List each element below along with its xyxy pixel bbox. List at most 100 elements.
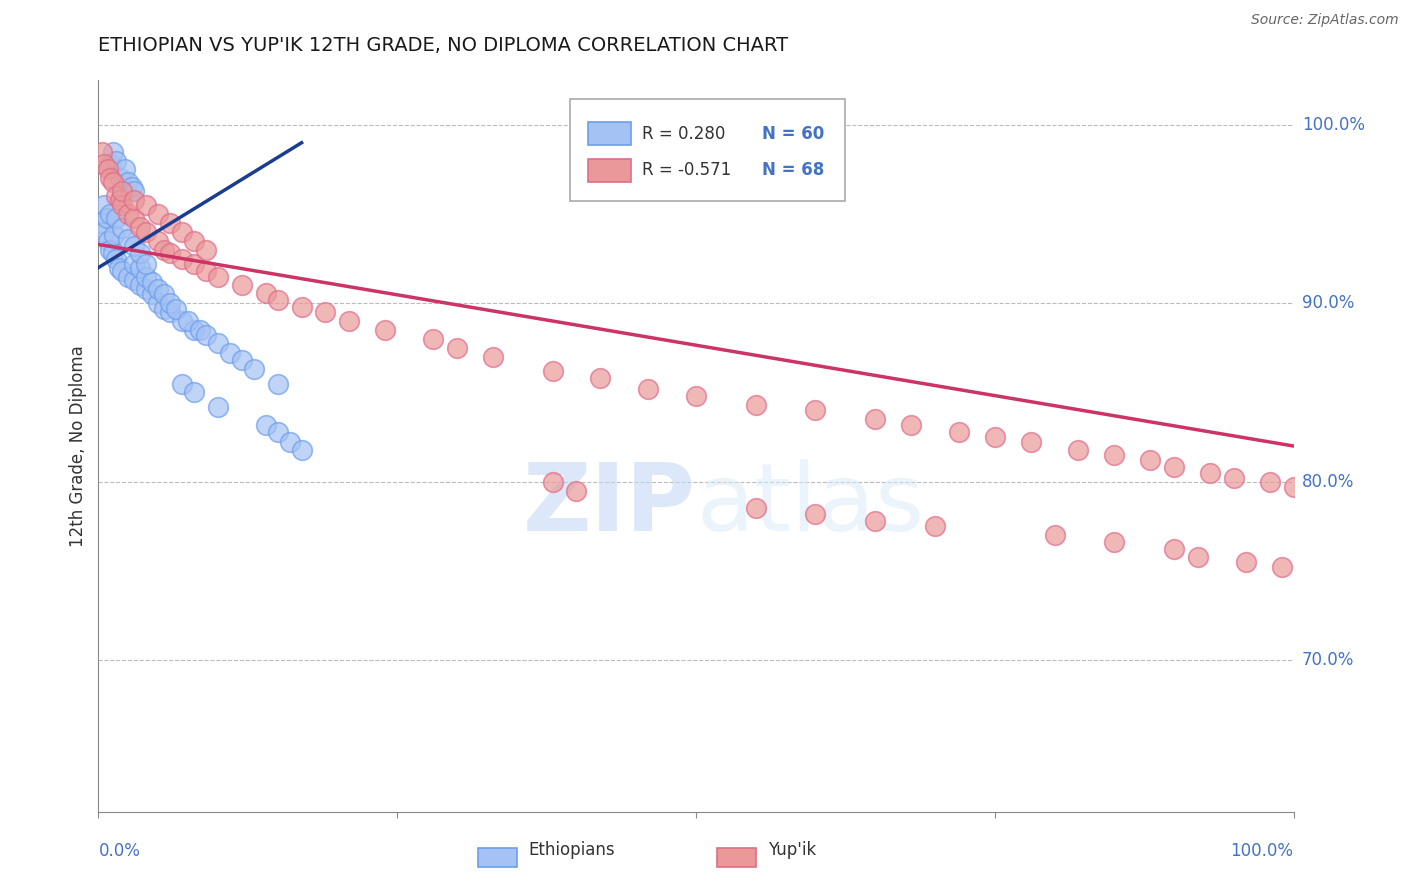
Text: ZIP: ZIP	[523, 458, 696, 550]
Point	[1019, 435, 1042, 450]
Text: 80.0%: 80.0%	[1302, 473, 1354, 491]
Point	[804, 403, 827, 417]
Point	[1271, 560, 1294, 574]
Point	[267, 376, 290, 391]
Point	[231, 353, 253, 368]
Point	[1067, 442, 1090, 457]
Point	[422, 332, 444, 346]
Point	[101, 175, 124, 189]
Point	[93, 157, 115, 171]
Point	[91, 216, 114, 230]
Point	[195, 328, 218, 343]
Point	[1258, 475, 1281, 489]
Point	[153, 243, 176, 257]
Point	[148, 282, 170, 296]
Point	[207, 269, 229, 284]
Point	[243, 362, 266, 376]
Text: Yup'ik: Yup'ik	[768, 841, 815, 859]
Point	[254, 285, 277, 300]
Point	[159, 246, 181, 260]
Point	[1043, 528, 1066, 542]
Point	[141, 287, 163, 301]
Text: R = 0.280: R = 0.280	[643, 125, 725, 143]
Point	[98, 157, 122, 171]
Text: R = -0.571: R = -0.571	[643, 161, 731, 179]
Point	[745, 398, 768, 412]
Point	[129, 260, 152, 275]
Point	[135, 198, 157, 212]
Point	[124, 239, 146, 253]
Point	[278, 435, 301, 450]
Text: Source: ZipAtlas.com: Source: ZipAtlas.com	[1251, 13, 1399, 28]
Point	[685, 389, 707, 403]
Point	[804, 507, 827, 521]
Point	[108, 193, 131, 207]
Text: ETHIOPIAN VS YUP'IK 12TH GRADE, NO DIPLOMA CORRELATION CHART: ETHIOPIAN VS YUP'IK 12TH GRADE, NO DIPLO…	[98, 36, 789, 54]
Point	[1104, 448, 1126, 462]
Point	[148, 234, 170, 248]
Point	[267, 293, 290, 307]
Point	[267, 425, 290, 439]
Point	[1199, 466, 1222, 480]
Point	[121, 180, 143, 194]
Point	[148, 207, 170, 221]
Point	[124, 193, 146, 207]
Point	[1234, 555, 1257, 569]
Point	[148, 296, 170, 310]
FancyBboxPatch shape	[717, 847, 756, 867]
Point	[97, 234, 120, 248]
Point	[315, 305, 337, 319]
Point	[637, 382, 659, 396]
Point	[124, 273, 146, 287]
Point	[141, 275, 163, 289]
Point	[172, 225, 194, 239]
Point	[101, 246, 124, 260]
Point	[254, 417, 277, 432]
Point	[339, 314, 361, 328]
Point	[101, 145, 124, 159]
Text: N = 60: N = 60	[762, 125, 824, 143]
Point	[105, 153, 128, 168]
Point	[98, 171, 122, 186]
Point	[111, 184, 134, 198]
Point	[111, 198, 134, 212]
Point	[96, 211, 118, 225]
Point	[111, 264, 134, 278]
Text: Ethiopians: Ethiopians	[529, 841, 616, 859]
Point	[1104, 535, 1126, 549]
Point	[183, 234, 205, 248]
Point	[183, 323, 205, 337]
Point	[107, 260, 129, 275]
Point	[117, 232, 139, 246]
Point	[172, 252, 194, 266]
Point	[129, 278, 152, 293]
Point	[91, 145, 114, 159]
Point	[446, 341, 468, 355]
Point	[745, 501, 768, 516]
Point	[482, 350, 505, 364]
Point	[231, 278, 253, 293]
Text: 90.0%: 90.0%	[1302, 294, 1354, 312]
FancyBboxPatch shape	[589, 122, 631, 145]
Text: 100.0%: 100.0%	[1302, 116, 1365, 134]
Point	[135, 225, 157, 239]
Point	[117, 207, 139, 221]
Point	[159, 305, 181, 319]
Point	[93, 198, 115, 212]
Point	[172, 314, 194, 328]
Point	[924, 519, 946, 533]
Point	[291, 442, 314, 457]
Point	[900, 417, 922, 432]
Text: 100.0%: 100.0%	[1230, 842, 1294, 860]
Point	[541, 364, 564, 378]
Point	[1163, 460, 1185, 475]
Point	[124, 257, 146, 271]
Point	[195, 243, 218, 257]
Point	[207, 335, 229, 350]
Point	[1139, 453, 1161, 467]
Text: 0.0%: 0.0%	[98, 842, 141, 860]
Point	[153, 301, 176, 316]
FancyBboxPatch shape	[478, 847, 517, 867]
Point	[1187, 549, 1209, 564]
Point	[153, 287, 176, 301]
